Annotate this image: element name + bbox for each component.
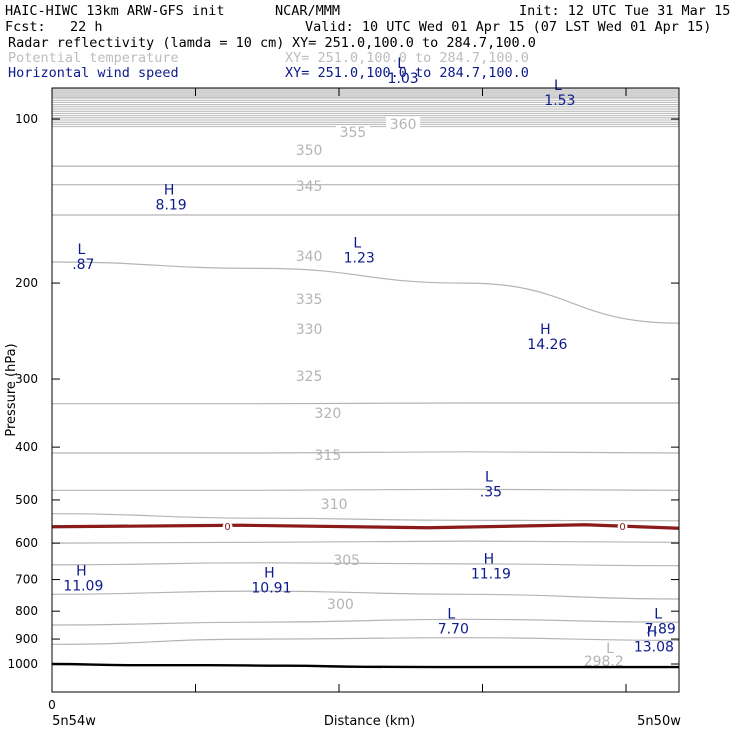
header-fcst: Fcst: 22 h	[5, 19, 103, 35]
wind-extremum-type-6: L	[485, 469, 493, 485]
wind-extremum-value-7: 11.09	[63, 579, 103, 595]
theta-label-325: 325	[296, 369, 323, 385]
x-axis-label: Distance (km)	[324, 714, 415, 729]
wind-extremum-type-3: L	[77, 242, 85, 258]
wind-extremum-type-7: H	[76, 564, 87, 580]
theta-label-bg	[292, 369, 327, 384]
wind-extremum-type-0: L	[397, 56, 405, 72]
y-tick-label-900: 900	[15, 632, 38, 646]
theta-min-marker: L	[606, 641, 614, 657]
theta-label-340: 340	[296, 249, 323, 265]
theta-label-300: 300	[327, 597, 354, 613]
theta-contour-345	[51, 261, 680, 324]
wind-extremum-value-11: 7.89	[645, 622, 676, 638]
theta-label-bg	[386, 117, 421, 132]
wind-extremum-value-4: 1.23	[344, 250, 375, 266]
theta-label-350: 350	[296, 143, 323, 159]
reflectivity-label-1: 0	[619, 522, 625, 533]
wind-extremum-type-1: L	[554, 78, 562, 94]
wind-extremum-type-9: H	[484, 551, 495, 567]
wind-extremum-type-11: L	[654, 607, 662, 623]
y-tick-label-300: 300	[15, 372, 38, 386]
wind-extremum-value-5: 14.26	[527, 337, 567, 353]
wind-extremum-value-1: 1.53	[544, 93, 575, 109]
wind-extremum-type-8: H	[264, 565, 275, 581]
theta-label-355: 355	[340, 125, 367, 141]
field3-name: Horizontal wind speed	[8, 65, 179, 81]
y-tick-label-400: 400	[15, 440, 38, 454]
y-tick-label-600: 600	[15, 536, 38, 550]
theta-label-bg	[292, 143, 327, 158]
wind-extremum-value-9: 11.19	[471, 566, 511, 582]
field2-name: Potential temperature	[8, 50, 179, 66]
wind-extremum-type-10: L	[447, 607, 455, 623]
theta-contour-310	[51, 590, 680, 600]
theta-label-bg	[329, 553, 364, 568]
wind-extremum-value-10: 7.70	[438, 622, 469, 638]
theta-label-330: 330	[296, 322, 323, 338]
wind-extremum-value-2: 8.19	[156, 198, 187, 214]
plot-frame	[51, 87, 680, 693]
theta-label-315: 315	[315, 448, 342, 464]
wind-extremum-value-12: 13.08	[634, 639, 674, 655]
field2-xy: XY= 251.0,100.0 to 284.7,100.0	[285, 50, 529, 66]
theta-label-bg	[292, 179, 327, 194]
theta-label-320: 320	[315, 406, 342, 422]
terrain-line	[51, 662, 679, 669]
wind-extremum-type-12: H	[647, 624, 658, 640]
y-tick-label-1000: 1000	[7, 657, 38, 671]
wind-extremum-value-8: 10.91	[251, 580, 291, 596]
y-tick-label-700: 700	[15, 573, 38, 587]
theta-label-305: 305	[333, 553, 360, 569]
field1-name: Radar reflectivity (lamda = 10 cm)	[8, 35, 285, 51]
theta-label-360: 360	[390, 117, 417, 133]
field1-xy: XY= 251.0,100.0 to 284.7,100.0	[292, 35, 536, 51]
x-right-label: 5n50w	[637, 714, 681, 729]
y-tick-label-800: 800	[15, 604, 38, 618]
theta-label-bg	[310, 406, 345, 421]
theta-label-bg	[335, 125, 370, 140]
theta-label-bg	[317, 497, 352, 512]
theta-contour-305	[51, 618, 680, 626]
wind-extremum-value-0: 1.03	[388, 71, 419, 87]
theta-label-345: 345	[296, 179, 323, 195]
y-tick-label-200: 200	[15, 276, 38, 290]
theta-label-310: 310	[321, 497, 348, 513]
theta-label-bg	[292, 249, 327, 264]
theta-contour-335	[52, 451, 680, 454]
theta-label-bg	[292, 322, 327, 337]
theta-label-bg	[323, 597, 358, 612]
field3-xy: XY= 251.0,100.0 to 284.7,100.0	[285, 65, 529, 81]
theta-label-bg	[292, 292, 327, 307]
theta-label-335: 335	[296, 292, 323, 308]
header-org: NCAR/MMM	[275, 3, 341, 19]
x-left-label: 5n54w	[52, 714, 96, 729]
theta-contour-330	[51, 488, 680, 491]
header-init: Init: 12 UTC Tue 31 Mar 15	[519, 3, 731, 19]
theta-contour-300	[51, 637, 680, 645]
wind-extremum-value-3: .87	[72, 257, 94, 273]
reflectivity-label-0: 0	[224, 522, 230, 533]
reflectivity-label-bg	[222, 522, 233, 531]
y-axis-label: Pressure (hPa)	[4, 343, 19, 436]
wind-extremum-value-6: .35	[480, 484, 502, 500]
theta-contour-325	[51, 513, 680, 522]
theta-label-bg	[586, 654, 621, 669]
y-tick-label-100: 100	[15, 112, 38, 126]
theta-contour-340	[51, 402, 679, 405]
wind-extremum-type-2: H	[164, 183, 175, 199]
header-model: HAIC-HIWC 13km ARW-GFS init	[5, 3, 225, 19]
y-tick-label-500: 500	[15, 493, 38, 507]
x-tick-label-0: 0	[48, 698, 56, 712]
reflectivity-label-bg	[617, 522, 628, 531]
theta-label-bg	[310, 448, 345, 463]
reflectivity-contour	[51, 523, 680, 530]
wind-extremum-type-4: L	[353, 235, 361, 251]
header-valid: Valid: 10 UTC Wed 01 Apr 15 (07 LST Wed …	[305, 19, 712, 35]
stratosphere-band	[52, 88, 679, 98]
theta-contour-315	[51, 562, 680, 567]
theta-contour-320	[51, 540, 680, 544]
wind-extremum-type-5: H	[540, 322, 551, 338]
